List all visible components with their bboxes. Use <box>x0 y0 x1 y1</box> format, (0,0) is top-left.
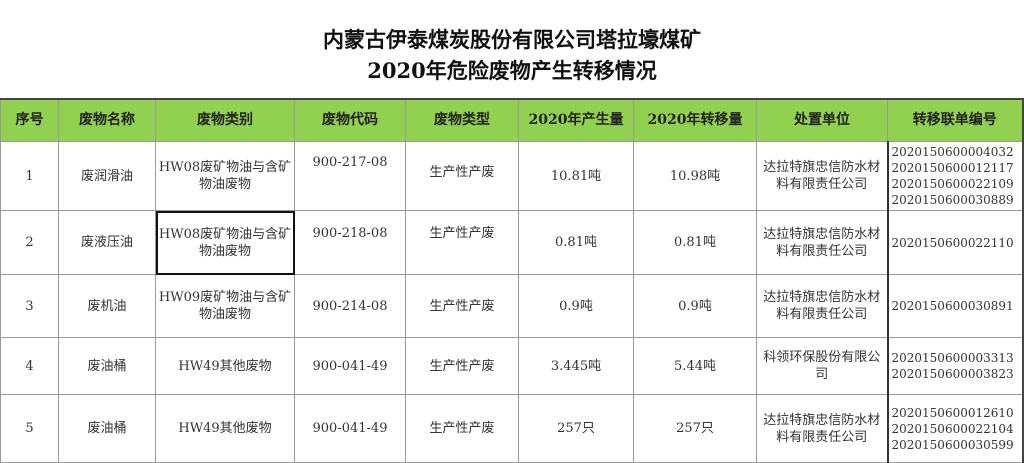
disposal-unit[interactable]: 达拉特旗忠信防水材料有限责任公司 <box>756 141 888 211</box>
produced-amount[interactable]: 0.81吨 <box>518 210 634 275</box>
page-title: 内蒙古伊泰煤炭股份有限公司塔拉壕煤矿 <box>323 27 701 52</box>
manifest-numbers[interactable]: 2020150600004032 2020150600012117 20201506… <box>886 141 1024 211</box>
row-number[interactable]: 1 <box>0 141 59 211</box>
manifest-number: 2020150600003823 <box>891 367 1014 381</box>
waste-code[interactable]: 900-041-49 <box>294 394 406 463</box>
waste-type[interactable]: 生产性产废 <box>405 210 519 275</box>
table-row: 5 废油桶 HW49其他废物 900-041-49 生产性产废 257只 257只 达拉特旗忠… <box>0 394 1024 463</box>
waste-name[interactable]: 废液压油 <box>58 210 156 275</box>
manifest-numbers[interactable]: 2020150600003313 2020150600003823 <box>886 337 1024 395</box>
table-row: 1 废润滑油 HW08废矿物油与含矿物油废物 900-217-08 生产性产废 10.81… <box>0 141 1024 211</box>
transferred-amount[interactable]: 0.9吨 <box>633 274 757 338</box>
table-row: 3 废机油 HW09废矿物油与含矿物油废物 900-214-08 生产性产废 0.9吨 0.… <box>0 274 1024 338</box>
manifest-numbers[interactable]: 2020150600022110 <box>886 210 1024 275</box>
header-cell: 废物名称 <box>58 98 156 142</box>
waste-code[interactable]: 900-041-49 <box>294 337 406 395</box>
row-number[interactable]: 5 <box>0 394 59 463</box>
header-cell: 处置单位 <box>756 98 888 142</box>
header-row: 序号 废物名称 废物类别 废物代码 废物类型 2020年产生量 2020年转移量… <box>0 98 1024 142</box>
manifest-numbers[interactable]: 2020150600012610 2020150600022104 20201506… <box>886 394 1024 463</box>
produced-amount[interactable]: 257只 <box>518 394 634 463</box>
manifest-number: 2020150600022110 <box>891 235 1014 250</box>
transferred-amount[interactable]: 257只 <box>633 394 757 463</box>
table-row: 4 废油桶 HW49其他废物 900-041-49 生产性产废 3.445吨 5.44吨 科领… <box>0 337 1024 395</box>
manifest-number: 2020150600022104 <box>891 421 1014 436</box>
waste-table: 序号 废物名称 废物类别 废物代码 废物类型 2020年产生量 2020年转移量… <box>0 98 1024 463</box>
page-subtitle: 2020年危险废物产生转移情况 <box>367 58 657 83</box>
waste-category[interactable]: HW08废矿物油与含矿物油废物 <box>155 141 295 211</box>
manifest-number: 2020150600030599 <box>891 437 1014 452</box>
waste-type[interactable]: 生产性产废 <box>405 274 519 338</box>
waste-type[interactable]: 生产性产废 <box>405 394 519 463</box>
transferred-amount[interactable]: 0.81吨 <box>633 210 757 275</box>
waste-code[interactable]: 900-214-08 <box>294 274 406 338</box>
manifest-number: 2020150600030889 <box>891 193 1014 207</box>
waste-name[interactable]: 废油桶 <box>58 394 156 463</box>
waste-type[interactable]: 生产性产废 <box>405 337 519 395</box>
disposal-unit[interactable]: 科领环保股份有限公司 <box>756 337 888 395</box>
row-number[interactable]: 2 <box>0 210 59 275</box>
waste-name[interactable]: 废机油 <box>58 274 156 338</box>
produced-amount[interactable]: 10.81吨 <box>518 141 634 211</box>
produced-amount[interactable]: 0.9吨 <box>518 274 634 338</box>
manifest-number: 2020150600012117 <box>891 161 1014 175</box>
disposal-unit[interactable]: 达拉特旗忠信防水材料有限责任公司 <box>756 274 888 338</box>
waste-category[interactable]: HW09废矿物油与含矿物油废物 <box>155 274 295 338</box>
transferred-amount[interactable]: 10.98吨 <box>633 141 757 211</box>
manifest-number: 2020150600004032 <box>891 145 1014 159</box>
waste-name[interactable]: 废油桶 <box>58 337 156 395</box>
waste-name[interactable]: 废润滑油 <box>58 141 156 211</box>
header-cell: 废物代码 <box>294 98 406 142</box>
header-cell: 废物类别 <box>155 98 295 142</box>
disposal-unit[interactable]: 达拉特旗忠信防水材料有限责任公司 <box>756 210 888 275</box>
waste-type[interactable]: 生产性产废 <box>405 141 519 211</box>
manifest-number: 2020150600003313 <box>891 351 1014 365</box>
row-number[interactable]: 3 <box>0 274 59 338</box>
waste-category[interactable]: HW08废矿物油与含矿物油废物 <box>155 210 295 275</box>
header-cell: 序号 <box>0 98 59 142</box>
waste-category[interactable]: HW49其他废物 <box>155 394 295 463</box>
waste-code[interactable]: 900-217-08 <box>294 141 406 211</box>
manifest-number: 2020150600012610 <box>891 405 1014 420</box>
produced-amount[interactable]: 3.445吨 <box>518 337 634 395</box>
manifest-number: 2020150600022109 <box>891 177 1014 191</box>
waste-code[interactable]: 900-218-08 <box>294 210 406 275</box>
waste-category[interactable]: HW49其他废物 <box>155 337 295 395</box>
header-cell: 2020年转移量 <box>633 98 757 142</box>
transferred-amount[interactable]: 5.44吨 <box>633 337 757 395</box>
header-cell: 转移联单编号 <box>887 98 1024 142</box>
manifest-number: 2020150600030891 <box>891 299 1014 313</box>
row-number[interactable]: 4 <box>0 337 59 395</box>
table-row: 2 废液压油 HW08废矿物油与含矿物油废物 900-218-08 生产性产废 0.81吨… <box>0 210 1024 275</box>
manifest-numbers[interactable]: 2020150600030891 <box>886 274 1024 338</box>
header-cell: 2020年产生量 <box>518 98 634 142</box>
header-cell: 废物类型 <box>405 98 519 142</box>
disposal-unit[interactable]: 达拉特旗忠信防水材料有限责任公司 <box>756 394 888 463</box>
